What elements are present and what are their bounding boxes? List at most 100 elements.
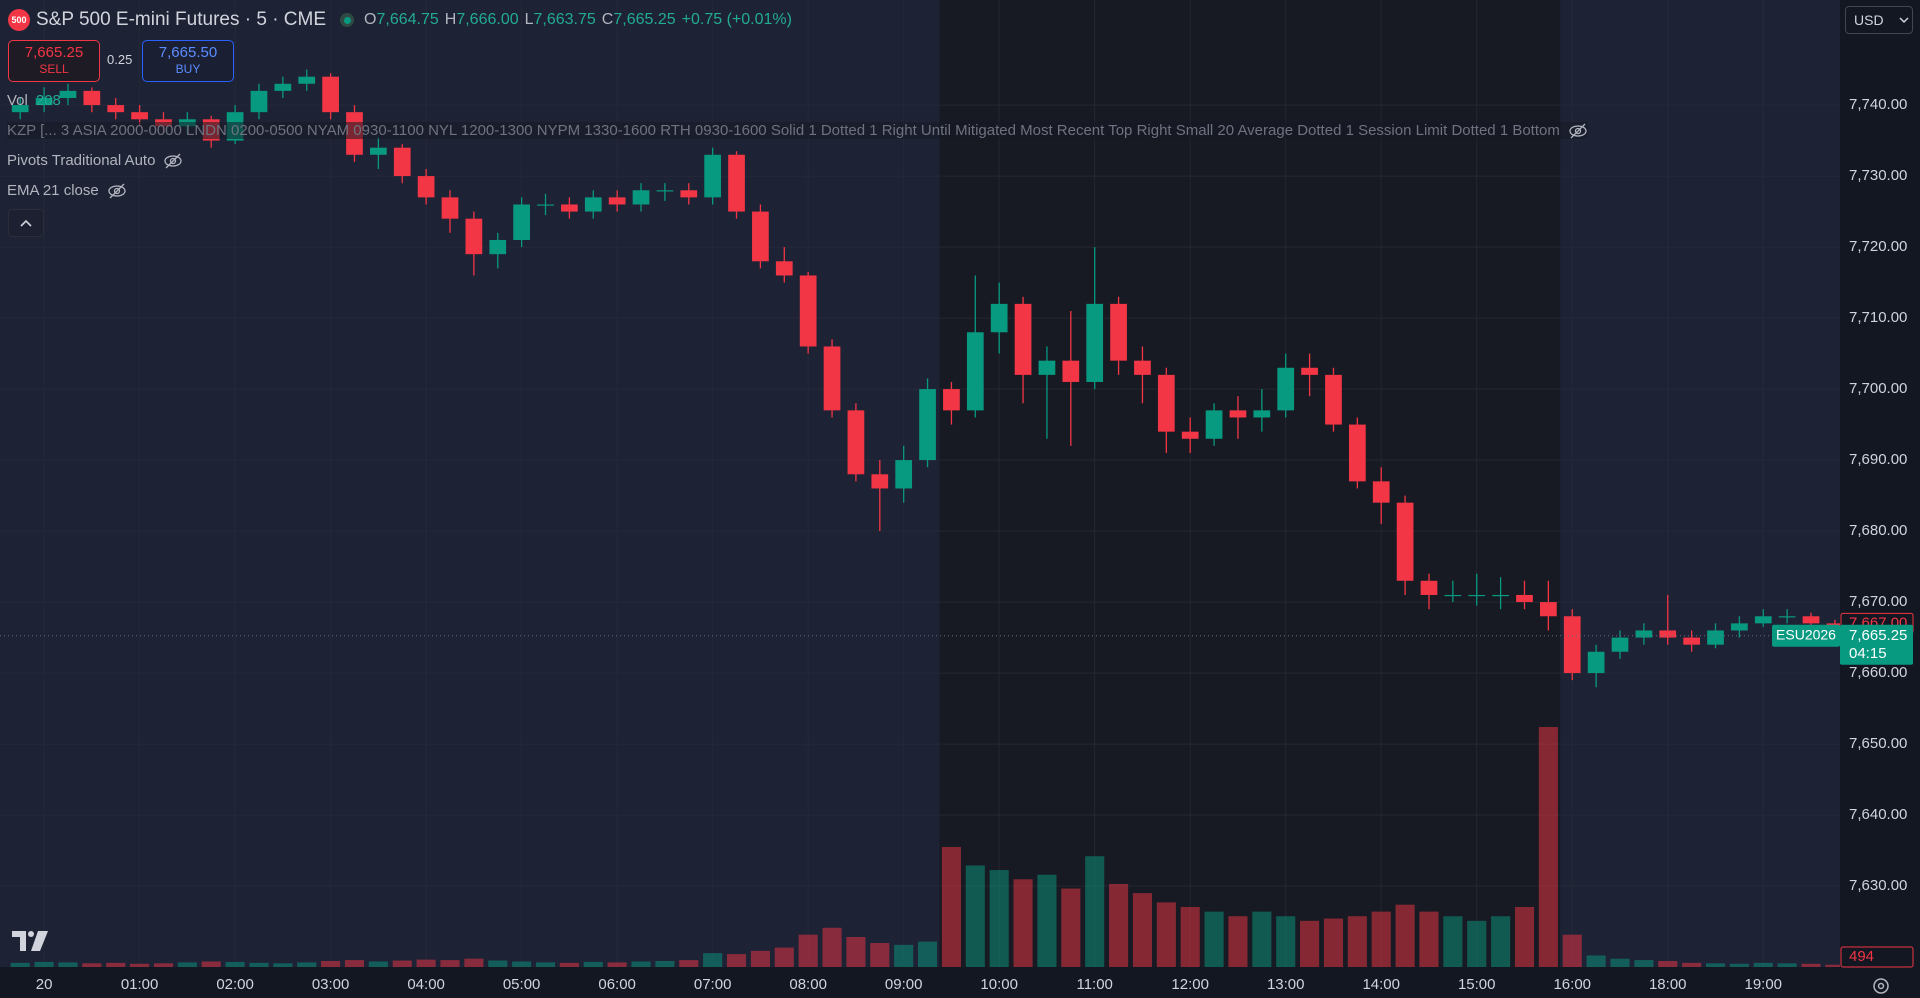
volume-bar — [1037, 874, 1057, 967]
x-tick-label: 11:00 — [1076, 976, 1112, 993]
ohlc-value: 7,665.25 — [613, 11, 676, 28]
volume-bar — [488, 960, 508, 967]
volume-bar — [726, 954, 747, 967]
volume-bar — [34, 961, 54, 967]
volume-bar — [655, 961, 675, 967]
candle-body — [799, 275, 817, 347]
spread: 0.25 — [107, 52, 133, 67]
collapse-button[interactable] — [8, 209, 44, 237]
volume-bar — [774, 947, 794, 967]
candle-body — [775, 261, 793, 276]
volume-bar — [1610, 958, 1630, 967]
candle-body — [322, 76, 339, 113]
candle-body — [561, 204, 578, 212]
volume-bar — [392, 960, 412, 967]
volume-bar — [1300, 920, 1320, 967]
volume-bar — [965, 865, 985, 967]
volume-bar — [106, 962, 126, 967]
volume-bar — [177, 962, 197, 967]
currency: USD — [1854, 12, 1884, 28]
volume-bar — [1562, 934, 1582, 967]
volume-bar — [918, 941, 938, 967]
candle-body — [537, 204, 554, 206]
volume-bar — [1061, 888, 1081, 967]
indicator-kzp[interactable]: KZP [... 3 ASIA 2000-0000 LNDN 0200-0500… — [7, 122, 1588, 139]
candle-body — [1372, 481, 1390, 503]
tradingview-logo — [12, 931, 48, 951]
symbol-title[interactable]: S&P 500 E-mini Futures · 5 · CME — [36, 9, 327, 30]
volume-bar — [1085, 856, 1105, 967]
symbol-tag — [1772, 624, 1840, 647]
candle-body — [943, 389, 960, 411]
volume-bar — [1729, 963, 1749, 967]
volume-bar — [1753, 962, 1773, 967]
sell-button[interactable]: 7,665.25 SELL — [8, 40, 100, 82]
candle-body — [1754, 616, 1772, 624]
candle-body — [1587, 651, 1605, 674]
y-tick-label: 7,670.00 — [1849, 593, 1907, 610]
candle-body — [1157, 374, 1175, 432]
y-tick-label: 7,720.00 — [1849, 238, 1907, 255]
candle-body — [1325, 374, 1342, 425]
candle-body — [1301, 367, 1318, 375]
candle-body — [584, 197, 602, 212]
candle-body — [1181, 431, 1199, 439]
dropdown-chevron — [1899, 17, 1909, 24]
bar-countdown: 04:15 — [1849, 645, 1887, 662]
y-tick-label: 7,630.00 — [1849, 877, 1907, 894]
ohlc-key: L — [524, 11, 534, 28]
x-tick-label: 19:00 — [1744, 976, 1782, 993]
candle-body — [728, 154, 745, 212]
indicator-ema[interactable]: EMA 21 close — [7, 182, 127, 199]
candle-body — [1086, 303, 1104, 382]
indicator-pivots[interactable]: Pivots Traditional Auto — [7, 152, 183, 169]
hide-icon[interactable] — [1568, 123, 1588, 139]
volume-bar — [368, 961, 388, 967]
candle-body — [1277, 367, 1295, 411]
settings-icon[interactable] — [1873, 978, 1889, 994]
candle-body — [990, 303, 1008, 333]
volume-bar — [703, 953, 723, 967]
sell-label: SELL — [39, 62, 69, 76]
sell-price: 7,665.25 — [24, 44, 84, 61]
currency-dropdown[interactable]: USD — [1845, 6, 1913, 34]
candle-body — [847, 410, 865, 475]
volume-bar — [1419, 911, 1439, 967]
x-tick-label: 07:00 — [694, 976, 732, 993]
candle-body — [1253, 410, 1271, 418]
volume-bar — [1682, 962, 1702, 967]
hide-icon[interactable] — [107, 183, 127, 199]
candle-body — [1492, 594, 1509, 597]
x-tick-label: 09:00 — [885, 976, 923, 993]
x-tick-label: 14:00 — [1362, 976, 1400, 993]
y-tick-label: 7,700.00 — [1849, 380, 1907, 397]
price-change: +0.75 (+0.01%) — [681, 11, 792, 28]
volume-bar — [82, 963, 102, 967]
hide-icon[interactable] — [163, 153, 183, 169]
volume-bar — [941, 847, 961, 967]
x-tick-label: 04:00 — [407, 976, 445, 993]
volume-bar — [583, 961, 603, 967]
indicator-volume[interactable]: Vol 208 — [7, 92, 61, 109]
buy-button[interactable]: 7,665.50 BUY — [142, 40, 234, 82]
symbol-badge: 500 — [8, 9, 30, 31]
volume-bar — [1658, 961, 1678, 967]
candle-body — [1229, 410, 1247, 418]
x-tick-label: 16:00 — [1553, 976, 1591, 993]
candle-body — [11, 105, 29, 113]
indicator-value: 208 — [35, 92, 61, 109]
ohlc-key: C — [601, 11, 614, 28]
volume-bar — [273, 963, 293, 967]
x-tick-label: 06:00 — [598, 976, 636, 993]
volume-bar — [1586, 955, 1606, 967]
candle-body — [752, 211, 769, 262]
y-tick-label: 7,690.00 — [1849, 451, 1907, 468]
volume-bar — [1180, 907, 1200, 967]
volume-bar — [297, 962, 317, 967]
candle-body — [1731, 623, 1748, 631]
volume-bar — [822, 927, 842, 967]
candle-body — [274, 83, 292, 91]
x-tick-label: 18:00 — [1649, 976, 1687, 993]
